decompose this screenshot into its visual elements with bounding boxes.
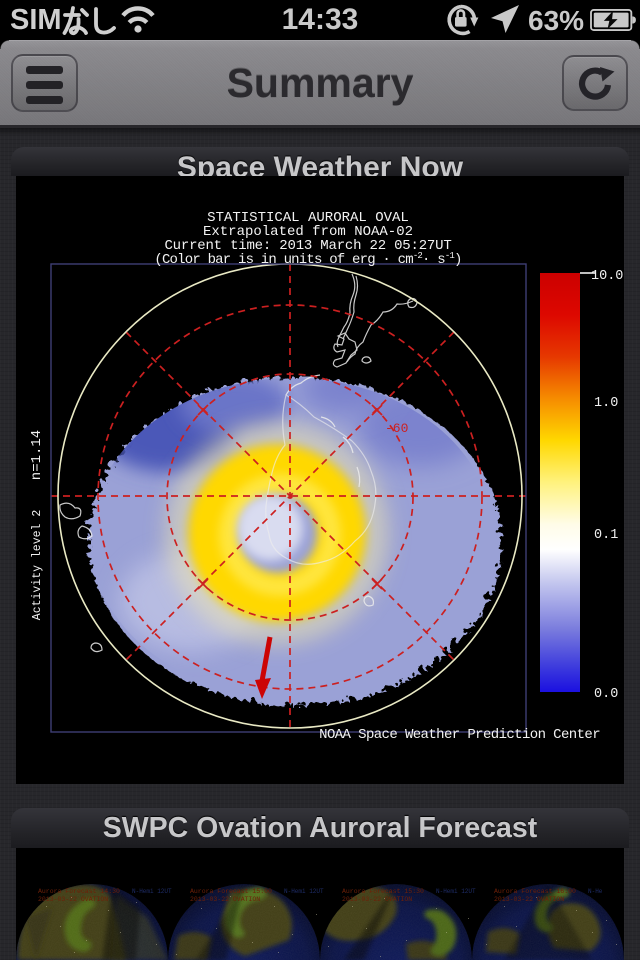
svg-text:Aurora Forecast 15:00: Aurora Forecast 15:00 xyxy=(190,888,272,895)
svg-text:Extrapolated from NOAA-02: Extrapolated from NOAA-02 xyxy=(203,224,413,240)
svg-text:2013-03-22 OVATION: 2013-03-22 OVATION xyxy=(38,896,108,903)
svg-text:(Color bar is in units of erg: (Color bar is in units of erg · cm-2· s-… xyxy=(154,251,461,268)
svg-text:1.0: 1.0 xyxy=(594,396,618,411)
svg-text:-60: -60 xyxy=(385,421,408,436)
svg-text:N-Hemi 12UT: N-Hemi 12UT xyxy=(436,888,476,895)
svg-text:10.0: 10.0 xyxy=(591,269,623,284)
svg-text:Current time: 2013 March 22 05: Current time: 2013 March 22 05:27UT xyxy=(164,238,451,254)
svg-text:Aurora Forecast 16:00: Aurora Forecast 16:00 xyxy=(494,888,576,895)
svg-text:N-Hemi 12UT: N-Hemi 12UT xyxy=(284,888,324,895)
svg-text:N-He: N-He xyxy=(588,888,603,895)
svg-text:Activity level 2: Activity level 2 xyxy=(31,510,44,621)
svg-text:Aurora Forecast 14:30: Aurora Forecast 14:30 xyxy=(38,888,120,895)
svg-text:N-Hemi 12UT: N-Hemi 12UT xyxy=(132,888,172,895)
svg-text:0.0: 0.0 xyxy=(594,687,618,702)
svg-text:Aurora Forecast 15:30: Aurora Forecast 15:30 xyxy=(342,888,424,895)
svg-text:STATISTICAL AURORAL OVAL: STATISTICAL AURORAL OVAL xyxy=(207,210,409,226)
svg-text:2013-03-22 OVATION: 2013-03-22 OVATION xyxy=(494,896,564,903)
svg-text:2013-03-22 OVATION: 2013-03-22 OVATION xyxy=(190,896,260,903)
svg-text:0.1: 0.1 xyxy=(594,528,618,543)
svg-text:n=1.14: n=1.14 xyxy=(29,430,45,480)
svg-text:2013-03-22 OVATION: 2013-03-22 OVATION xyxy=(342,896,412,903)
svg-text:NOAA Space Weather Prediction: NOAA Space Weather Prediction Center xyxy=(319,727,600,743)
